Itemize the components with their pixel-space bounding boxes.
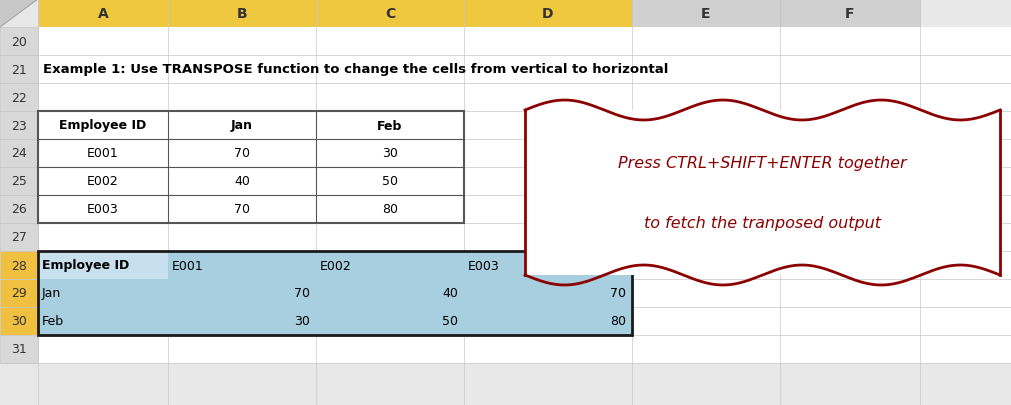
Bar bbox=[0, 196, 38, 224]
Text: 70: 70 bbox=[234, 147, 250, 160]
Text: Press CTRL+SHIFT+ENTER together: Press CTRL+SHIFT+ENTER together bbox=[618, 156, 906, 171]
Text: B: B bbox=[237, 7, 247, 21]
Text: 30: 30 bbox=[382, 147, 397, 160]
Text: D: D bbox=[542, 7, 553, 21]
Bar bbox=[0, 252, 38, 279]
Text: E002: E002 bbox=[319, 259, 352, 272]
Bar bbox=[0, 28, 38, 56]
Text: Jan: Jan bbox=[42, 287, 62, 300]
Text: 31: 31 bbox=[11, 343, 27, 356]
Text: 50: 50 bbox=[381, 175, 397, 188]
Text: Example 1: Use TRANSPOSE function to change the cells from vertical to horizonta: Example 1: Use TRANSPOSE function to cha… bbox=[42, 63, 667, 76]
Bar bbox=[38, 279, 1011, 307]
Bar bbox=[463, 0, 632, 28]
Bar bbox=[779, 0, 919, 28]
Text: 70: 70 bbox=[610, 287, 626, 300]
Bar bbox=[38, 335, 1011, 363]
Text: Employee ID: Employee ID bbox=[60, 119, 147, 132]
Bar bbox=[38, 112, 1011, 140]
Bar bbox=[0, 112, 38, 140]
Text: Jan: Jan bbox=[231, 119, 253, 132]
Text: 29: 29 bbox=[11, 287, 27, 300]
Text: Employee ID: Employee ID bbox=[42, 259, 129, 272]
Text: E: E bbox=[701, 7, 710, 21]
Bar bbox=[525, 111, 999, 275]
Text: 21: 21 bbox=[11, 63, 27, 76]
Bar bbox=[38, 56, 1011, 84]
Text: 70: 70 bbox=[234, 203, 250, 216]
Bar bbox=[38, 140, 1011, 168]
Bar bbox=[168, 0, 315, 28]
Text: C: C bbox=[384, 7, 394, 21]
Bar bbox=[632, 0, 779, 28]
Text: to fetch the tranposed output: to fetch the tranposed output bbox=[643, 215, 881, 230]
Text: 25: 25 bbox=[11, 175, 27, 188]
Bar bbox=[0, 84, 38, 112]
Bar bbox=[38, 196, 1011, 224]
Text: 28: 28 bbox=[11, 259, 27, 272]
Bar bbox=[38, 224, 1011, 252]
Text: 40: 40 bbox=[442, 287, 458, 300]
Text: 80: 80 bbox=[381, 203, 397, 216]
Text: F: F bbox=[844, 7, 854, 21]
Bar bbox=[38, 307, 1011, 335]
Text: E003: E003 bbox=[87, 203, 118, 216]
Bar bbox=[0, 168, 38, 196]
Bar bbox=[0, 140, 38, 168]
Bar bbox=[315, 0, 463, 28]
Bar bbox=[38, 168, 1011, 196]
Text: 30: 30 bbox=[294, 315, 309, 328]
Bar bbox=[0, 335, 38, 363]
Bar bbox=[38, 112, 463, 224]
Bar bbox=[38, 28, 1011, 56]
Text: E001: E001 bbox=[87, 147, 118, 160]
Polygon shape bbox=[0, 0, 38, 28]
Bar bbox=[0, 279, 38, 307]
Text: 70: 70 bbox=[294, 287, 309, 300]
Text: 50: 50 bbox=[442, 315, 458, 328]
Text: 20: 20 bbox=[11, 35, 27, 48]
Text: 23: 23 bbox=[11, 119, 27, 132]
Text: 24: 24 bbox=[11, 147, 27, 160]
Bar bbox=[38, 84, 1011, 112]
Bar bbox=[0, 56, 38, 84]
Text: E002: E002 bbox=[87, 175, 118, 188]
Bar bbox=[38, 0, 168, 28]
Bar bbox=[38, 252, 632, 335]
Text: 80: 80 bbox=[610, 315, 626, 328]
Text: A: A bbox=[97, 7, 108, 21]
Bar bbox=[0, 307, 38, 335]
Text: 22: 22 bbox=[11, 91, 27, 104]
Text: E001: E001 bbox=[172, 259, 203, 272]
Text: 30: 30 bbox=[11, 315, 27, 328]
Bar bbox=[38, 252, 168, 279]
Text: 26: 26 bbox=[11, 203, 27, 216]
Bar bbox=[38, 252, 1011, 279]
Bar bbox=[38, 252, 632, 335]
Bar bbox=[0, 224, 38, 252]
Text: 27: 27 bbox=[11, 231, 27, 244]
Text: E003: E003 bbox=[467, 259, 499, 272]
Bar bbox=[38, 112, 463, 224]
Text: Feb: Feb bbox=[377, 119, 402, 132]
Text: 40: 40 bbox=[234, 175, 250, 188]
Text: Feb: Feb bbox=[42, 315, 64, 328]
